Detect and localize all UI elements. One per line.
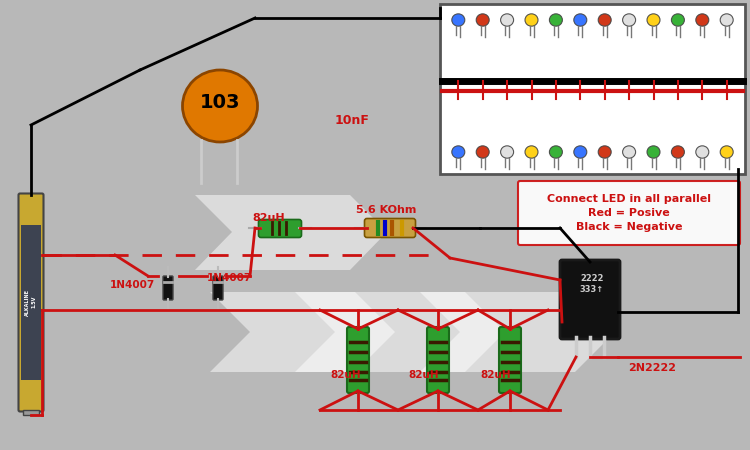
Ellipse shape	[574, 14, 586, 26]
Text: 1N4007: 1N4007	[207, 273, 252, 283]
Ellipse shape	[696, 146, 709, 158]
Ellipse shape	[476, 14, 489, 26]
Text: 82uH: 82uH	[330, 370, 361, 380]
Text: 82uH: 82uH	[480, 370, 511, 380]
Ellipse shape	[525, 146, 538, 158]
FancyBboxPatch shape	[19, 194, 44, 411]
Ellipse shape	[622, 146, 635, 158]
Ellipse shape	[452, 146, 465, 158]
Ellipse shape	[671, 146, 685, 158]
FancyBboxPatch shape	[518, 181, 740, 245]
Ellipse shape	[720, 14, 734, 26]
Bar	[23, 410, 39, 415]
Text: 5.6 KOhm: 5.6 KOhm	[356, 205, 416, 215]
Polygon shape	[420, 292, 615, 372]
Ellipse shape	[550, 14, 562, 26]
Ellipse shape	[622, 14, 635, 26]
Text: 82uH: 82uH	[252, 213, 285, 223]
Text: 103: 103	[200, 94, 240, 112]
Text: 82uH: 82uH	[408, 370, 439, 380]
Ellipse shape	[671, 14, 685, 26]
Text: 2222
333↑: 2222 333↑	[580, 274, 604, 294]
Text: ALKALINE
1.5V: ALKALINE 1.5V	[26, 288, 37, 315]
Text: 10nF: 10nF	[335, 113, 370, 126]
Polygon shape	[210, 292, 395, 372]
Ellipse shape	[500, 146, 514, 158]
Ellipse shape	[647, 146, 660, 158]
Ellipse shape	[500, 14, 514, 26]
FancyBboxPatch shape	[213, 276, 223, 300]
Text: Connect LED in all parallel
Red = Posive
Black = Negative: Connect LED in all parallel Red = Posive…	[547, 194, 711, 232]
Text: 1N4007: 1N4007	[110, 280, 155, 290]
Bar	[21, 225, 41, 380]
FancyBboxPatch shape	[427, 327, 449, 393]
Text: 2N2222: 2N2222	[628, 363, 676, 373]
FancyBboxPatch shape	[560, 260, 620, 339]
Ellipse shape	[574, 146, 586, 158]
Ellipse shape	[720, 146, 734, 158]
Ellipse shape	[452, 14, 465, 26]
Ellipse shape	[696, 14, 709, 26]
Bar	[440, 4, 745, 174]
Ellipse shape	[647, 14, 660, 26]
Ellipse shape	[598, 146, 611, 158]
FancyBboxPatch shape	[163, 276, 173, 300]
FancyBboxPatch shape	[364, 219, 416, 238]
Ellipse shape	[525, 14, 538, 26]
Polygon shape	[295, 292, 505, 372]
Ellipse shape	[182, 70, 257, 142]
Ellipse shape	[598, 14, 611, 26]
Ellipse shape	[476, 146, 489, 158]
FancyBboxPatch shape	[499, 327, 521, 393]
Ellipse shape	[550, 146, 562, 158]
FancyBboxPatch shape	[259, 220, 302, 238]
FancyBboxPatch shape	[347, 327, 369, 393]
Polygon shape	[195, 195, 387, 270]
